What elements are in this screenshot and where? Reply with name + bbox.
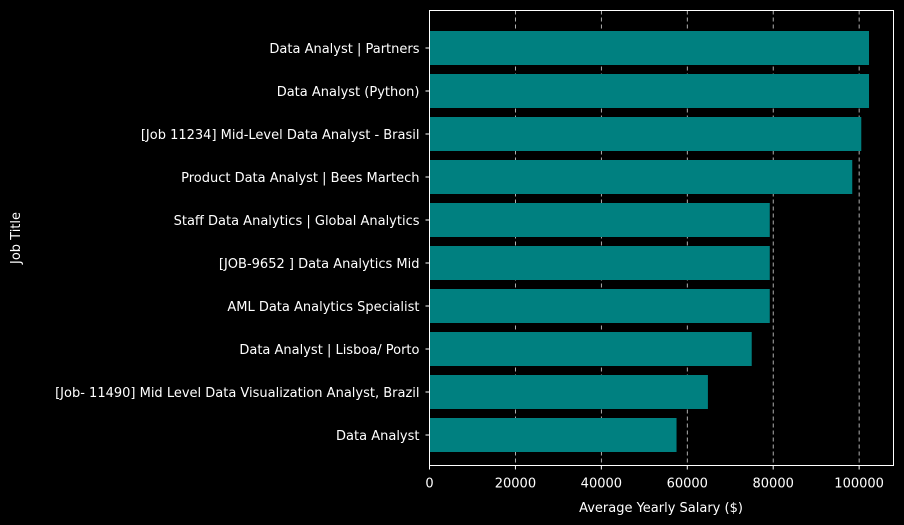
bar	[429, 160, 853, 194]
x-tick-label: 100000	[834, 477, 884, 492]
y-tick-label: Data Analyst | Partners	[269, 42, 419, 57]
bar	[429, 289, 770, 323]
y-axis-label: Job Title	[9, 212, 24, 265]
y-tick-label: Data Analyst | Lisboa/ Porto	[239, 343, 419, 358]
y-tick-label: [Job- 11490] Mid Level Data Visualizatio…	[55, 386, 419, 401]
y-tick-label: [Job 11234] Mid-Level Data Analyst - Bra…	[141, 128, 420, 143]
x-tick-label: 0	[425, 477, 433, 492]
bar	[429, 117, 862, 151]
bar	[429, 246, 770, 280]
bars	[429, 31, 870, 452]
y-tick-label: [JOB-9652 ] Data Analytics Mid	[219, 257, 420, 272]
x-axis-ticks: 0 20000 40000 60000 80000 100000	[425, 465, 884, 492]
bar	[429, 31, 870, 65]
bar	[429, 203, 770, 237]
bar	[429, 74, 870, 108]
plot-frame	[429, 10, 894, 466]
y-tick-label: Product Data Analyst | Bees Martech	[181, 171, 419, 186]
x-tick-label: 60000	[667, 477, 708, 492]
x-tick-label: 40000	[581, 477, 622, 492]
y-axis-ticks: Data Analyst | Partners Data Analyst (Pyt…	[55, 42, 430, 444]
y-tick-label: AML Data Analytics Specialist	[227, 300, 419, 315]
x-tick-label: 80000	[753, 477, 794, 492]
y-tick-label: Data Analyst	[336, 429, 419, 444]
x-axis-label: Average Yearly Salary ($)	[579, 501, 743, 516]
x-tick-label: 20000	[495, 477, 536, 492]
bar	[429, 418, 677, 452]
bar	[429, 375, 708, 409]
y-tick-label: Staff Data Analytics | Global Analytics	[174, 214, 420, 229]
bar	[429, 332, 752, 366]
y-tick-label: Data Analyst (Python)	[277, 85, 420, 100]
